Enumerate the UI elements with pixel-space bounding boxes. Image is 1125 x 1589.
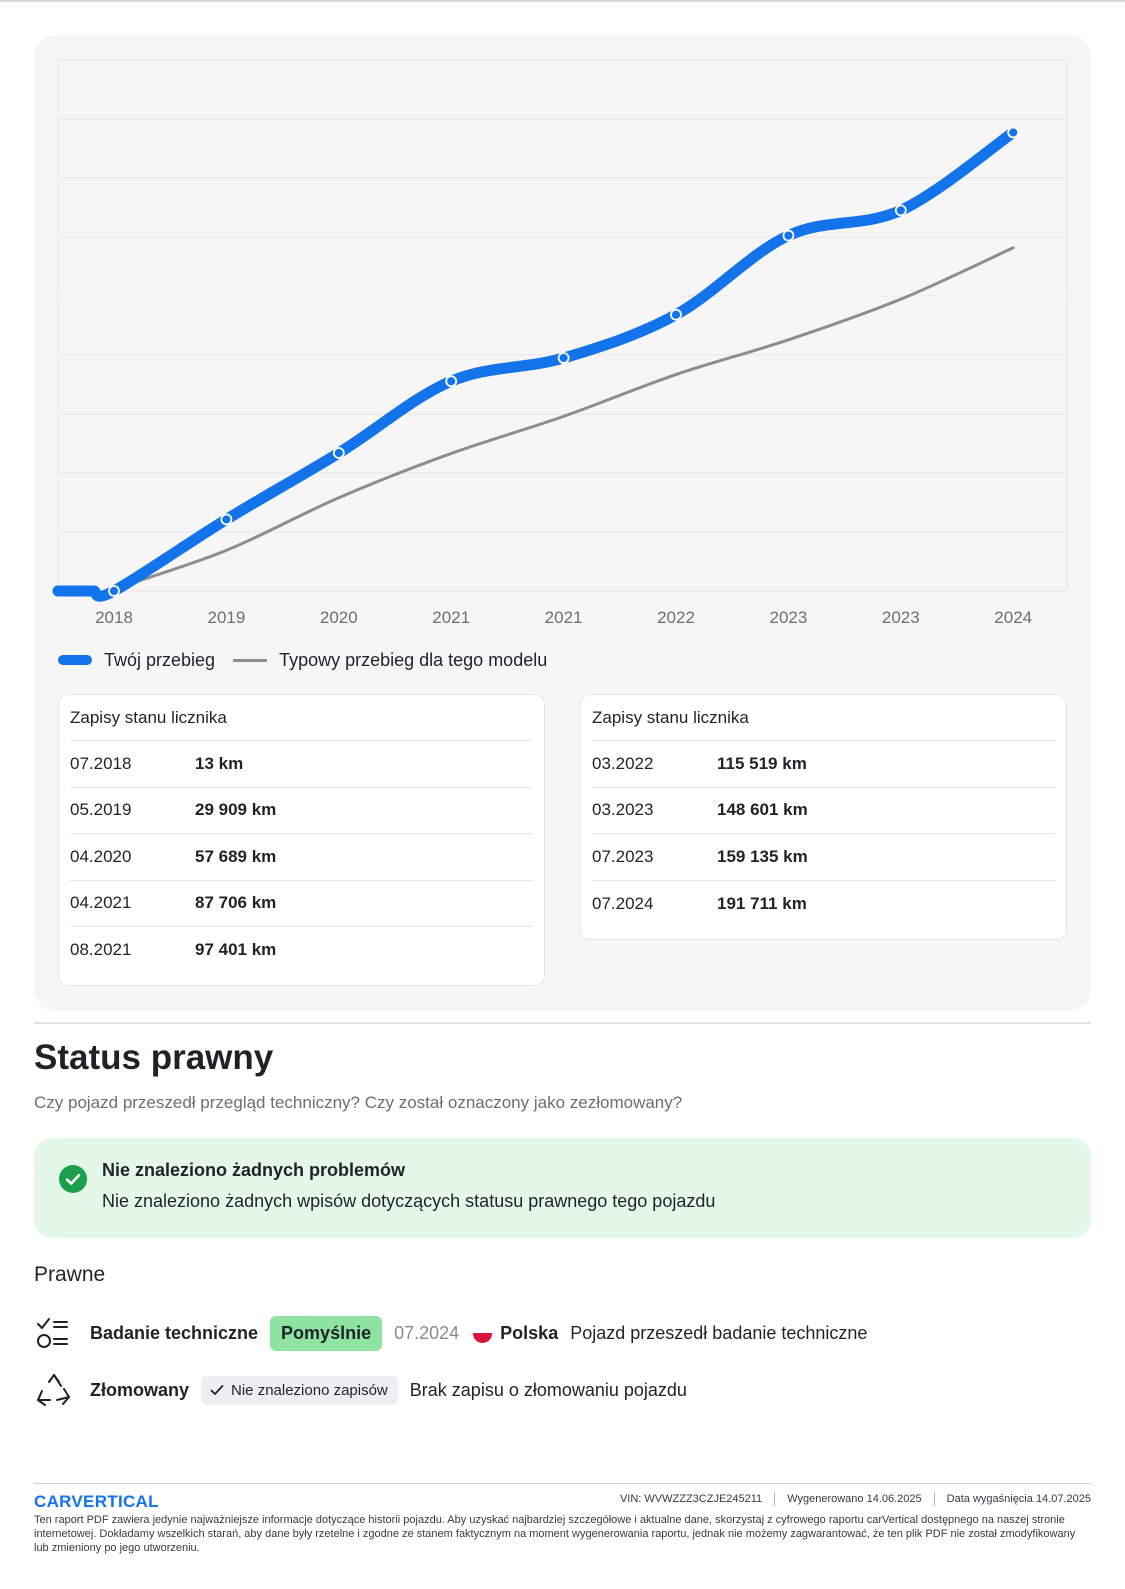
odometer-row: 07.2023 159 135 km [592,834,1055,881]
odometer-date: 03.2023 [592,800,654,820]
odometer-table-title: Zapisy stanu licznika [70,695,533,741]
scrapped-description: Brak zapisu o złomowaniu pojazdu [409,1379,687,1400]
odometer-km: 87 706 km [195,893,277,913]
legal-status-title: Status prawny [34,1038,274,1077]
footer-divider [34,1483,1091,1484]
odometer-date: 04.2020 [70,846,132,866]
plot-area [57,59,1068,592]
expiry-date: 14.07.2025 [1035,1493,1091,1505]
legend-label-mine: Twój przebieg [104,649,216,670]
vin-label: VIN: [619,1493,642,1505]
my-mileage-point [670,308,682,321]
x-tick-label: 2023 [769,608,807,627]
odometer-date: 05.2019 [70,800,132,820]
odometer-table-left: Zapisy stanu licznika 07.2018 13 km 05.20… [58,694,545,986]
my-mileage-point [220,513,233,526]
expiry-label: Data wygaśnięcia [946,1493,1033,1505]
x-tick-label: 2021 [432,608,470,627]
footer-disclaimer: Ten raport PDF zawiera jedynie najważnie… [34,1514,1076,1554]
x-tick-label: 2018 [95,608,133,627]
odometer-km: 13 km [195,753,244,773]
my-mileage-point [557,352,570,364]
odometer-table-right: Zapisy stanu licznika 03.2022 115 519 km … [580,694,1067,940]
scrapped-row: Złomowany Nie znaleziono zapisów Brak za… [34,1368,687,1412]
odometer-km: 159 135 km [717,846,808,866]
checklist-icon [37,1318,68,1348]
legend-swatch-mine [58,655,92,665]
legal-section-title: Prawne [34,1263,106,1286]
my-mileage-point [332,447,345,459]
odometer-date: 07.2018 [70,753,132,773]
generated-date: 14.06.2025 [866,1493,922,1505]
report-meta: VIN: WVWZZZ3CZJE245211 Wygenerowano 14.0… [620,1492,1091,1506]
my-mileage-point [1007,126,1020,139]
x-tick-label: 2022 [657,608,695,627]
odometer-row: 04.2020 57 689 km [70,834,533,881]
check-icon [210,1385,224,1395]
x-tick-label: 2019 [207,608,245,627]
odometer-km: 97 401 km [195,940,277,960]
odometer-date: 03.2022 [592,753,654,773]
x-tick-label: 2020 [320,608,358,627]
vin-value: WVWZZZ3CZJE245211 [644,1493,763,1505]
mileage-chart: 2018 2019 2020 2021 2021 2022 2023 2023 2024 [52,59,1068,627]
carvertical-logo: CARVERTICAL [34,1492,159,1511]
my-mileage-point [445,375,458,388]
x-tick-label: 2021 [545,608,583,627]
odometer-table-title: Zapisy stanu licznika [592,695,1055,741]
odometer-row: 08.2021 97 401 km [70,927,533,974]
inspection-row: Badanie techniczne Pomyślnie 07.2024 Pol… [34,1311,867,1355]
odometer-date: 07.2023 [592,846,654,866]
legend-swatch-typical [233,658,268,662]
generated-label: Wygenerowano [787,1493,864,1505]
odometer-km: 29 909 km [195,800,277,820]
odometer-km: 191 711 km [717,893,807,913]
odometer-row: 03.2023 148 601 km [592,788,1055,834]
odometer-km: 115 519 km [717,753,807,773]
my-mileage-point [782,229,795,242]
status-badge-passed: Pomyślnie [270,1315,383,1351]
status-badge-no-records: Nie znaleziono zapisów [201,1375,398,1405]
odometer-date: 08.2021 [70,940,132,960]
typical-mileage-line [112,246,1015,591]
no-problems-alert: Nie znaleziono żadnych problemów Nie zna… [34,1138,1091,1238]
poland-flag-icon [473,1323,493,1343]
my-mileage-line [52,126,1019,602]
chart-legend: Twój przebieg Typowy przebieg dla tego m… [58,648,547,672]
my-mileage-point [894,204,907,217]
check-circle-icon [59,1165,87,1193]
odometer-km: 57 689 km [195,846,277,866]
odometer-row: 07.2024 191 711 km [592,881,1055,928]
odometer-row: 04.2021 87 706 km [70,881,533,927]
my-mileage-point [108,585,120,597]
odometer-date: 04.2021 [70,893,132,913]
alert-title: Nie znaleziono żadnych problemów [102,1160,406,1180]
odometer-date: 07.2024 [592,893,654,913]
scrapped-label: Złomowany [90,1379,190,1400]
legal-status-subtitle: Czy pojazd przeszedł przegląd techniczny… [34,1093,683,1112]
x-tick-label: 2024 [994,608,1032,627]
odometer-km: 148 601 km [717,800,808,820]
inspection-date: 07.2024 [394,1322,460,1343]
inspection-description: Pojazd przeszedł badanie techniczne [570,1322,868,1343]
no-records-label: Nie znaleziono zapisów [231,1381,388,1399]
top-border [0,0,1125,2]
legend-label-typical: Typowy przebieg dla tego modelu [279,649,548,670]
inspection-country: Polska [500,1322,559,1343]
odometer-row: 05.2019 29 909 km [70,788,533,834]
odometer-row: 07.2018 13 km [70,741,533,788]
x-tick-label: 2023 [882,608,920,627]
section-divider [34,1022,1091,1024]
recycle-icon [37,1374,70,1406]
alert-text: Nie znaleziono żadnych wpisów dotyczącyc… [102,1191,716,1211]
inspection-label: Badanie techniczne [90,1322,259,1343]
odometer-row: 03.2022 115 519 km [592,741,1055,788]
